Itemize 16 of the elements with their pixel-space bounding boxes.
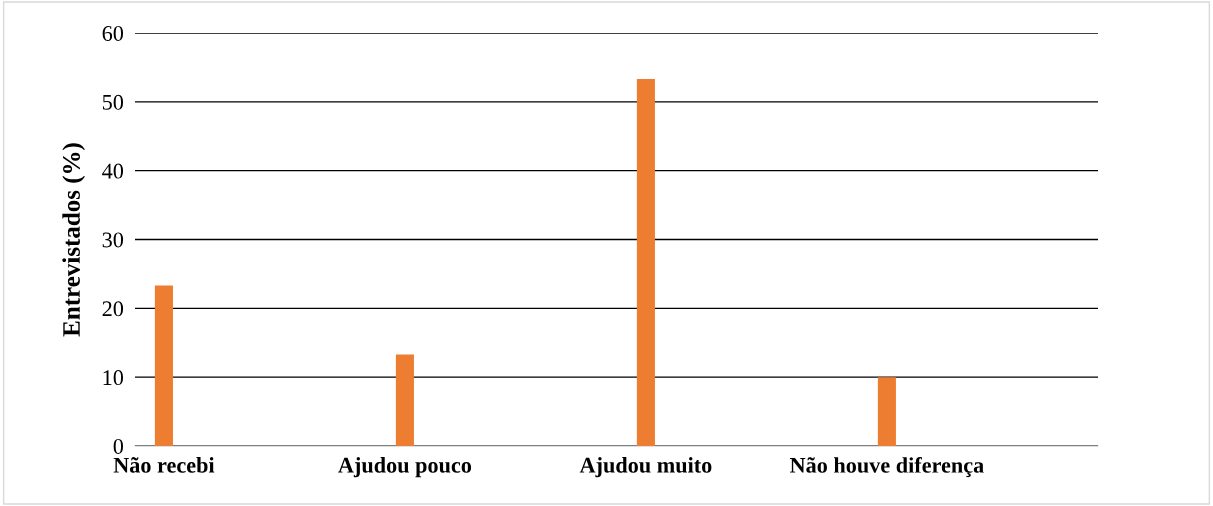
bar: [395, 354, 414, 446]
x-tick-label: Não houve diferença: [789, 456, 984, 478]
bar: [636, 79, 655, 446]
y-axis-title: Entrevistados (%): [62, 143, 85, 337]
bar: [154, 285, 173, 446]
y-tick-label: 10: [103, 370, 124, 386]
y-tick-label: 0: [113, 438, 124, 454]
x-tick-label: Não recebi: [113, 457, 215, 473]
x-tick-label: Ajudou pouco: [338, 457, 472, 478]
bar: [877, 377, 896, 446]
x-tick-label: Ajudou muito: [579, 457, 712, 478]
y-tick-label: 30: [102, 232, 124, 248]
y-tick-label: 60: [102, 25, 124, 41]
y-tick-label: 50: [102, 94, 124, 110]
y-tick-label: 20: [102, 301, 124, 317]
y-tick-label: 40: [102, 163, 124, 179]
